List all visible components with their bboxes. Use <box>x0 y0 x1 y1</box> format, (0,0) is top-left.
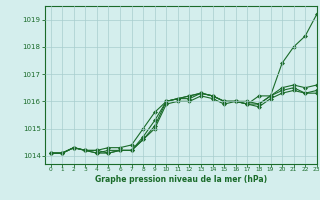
X-axis label: Graphe pression niveau de la mer (hPa): Graphe pression niveau de la mer (hPa) <box>95 175 267 184</box>
